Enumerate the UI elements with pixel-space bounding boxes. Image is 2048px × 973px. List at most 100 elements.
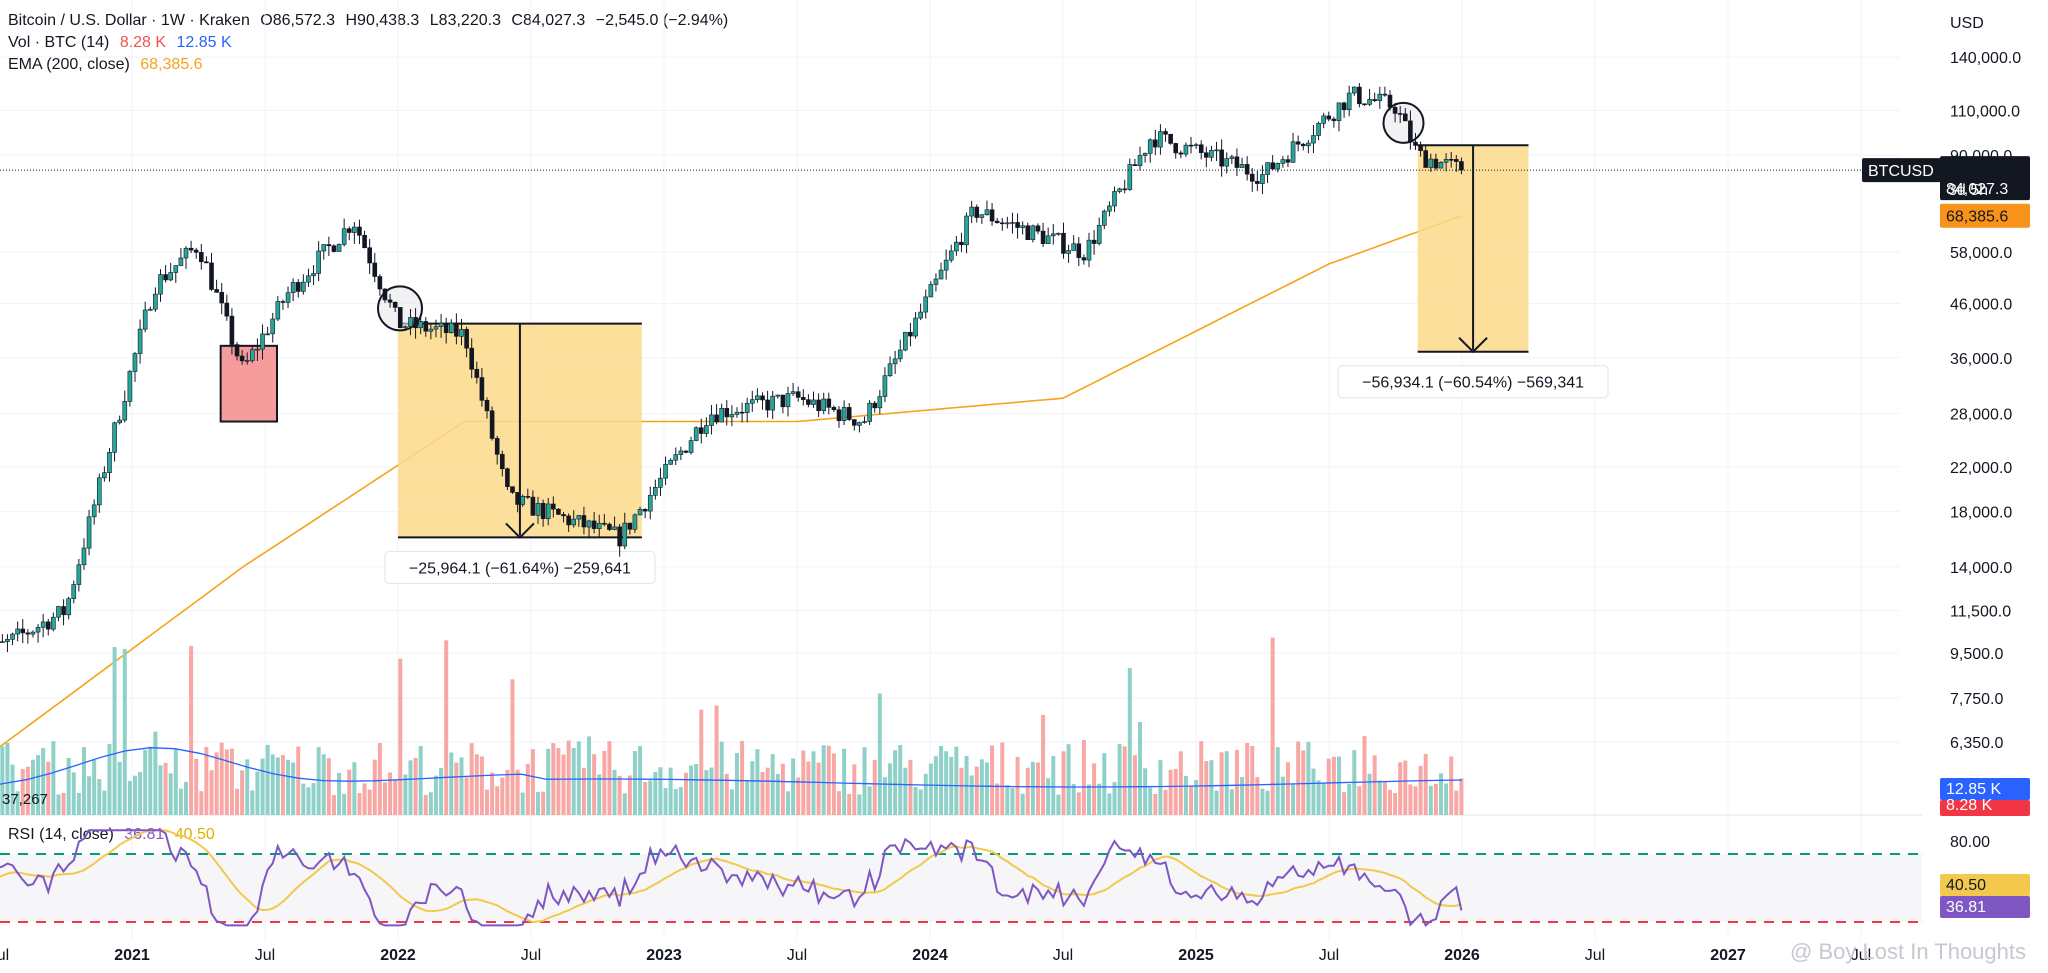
volume-bar [1199, 741, 1204, 815]
candle-body [173, 265, 179, 273]
candle-body [1096, 225, 1102, 244]
volume-bar [143, 749, 148, 815]
candle-body [1392, 106, 1398, 114]
candle-body [1132, 164, 1138, 167]
change-value: −2,545.0 (−2.94%) [595, 12, 729, 29]
candle-body [647, 495, 653, 512]
volume-bar [464, 777, 469, 815]
volume-bar [1418, 765, 1423, 815]
symbol-title[interactable]: Bitcoin / U.S. Dollar · 1W · Kraken [8, 12, 250, 29]
candle-body [535, 502, 541, 516]
volume-bar [184, 781, 189, 815]
rsi-tick-label: 80.00 [1950, 834, 1990, 851]
candle-body [377, 276, 383, 290]
volume-bar [81, 747, 86, 815]
candle-body [1408, 120, 1413, 143]
volume-bar [87, 776, 92, 815]
volume-bar [592, 754, 597, 815]
volume-bar [15, 791, 20, 815]
volume-bar [1076, 792, 1081, 815]
candle-body [1045, 235, 1051, 244]
candle-body [10, 633, 15, 640]
volume-bar [857, 794, 862, 815]
rsi-label[interactable]: RSI (14, close) [8, 826, 114, 843]
volume-bar [1209, 760, 1214, 815]
rsi-ma-tag-bg [1940, 874, 2030, 896]
time-tick-label: 2021 [114, 947, 150, 964]
volume-bar [888, 763, 893, 815]
ema-label[interactable]: EMA (200, close) [8, 56, 130, 73]
volume-bar [1255, 777, 1260, 815]
volume-bar [520, 792, 525, 815]
candle-body [163, 274, 168, 281]
volume-bar [66, 757, 71, 815]
volume-bar [1285, 762, 1290, 815]
volume-bar [439, 768, 444, 815]
candle-body [1285, 159, 1291, 163]
volume-bar [357, 793, 362, 815]
volume-bar [913, 787, 918, 815]
candle-body [357, 226, 362, 236]
candle-body [1244, 164, 1250, 175]
candle-body [443, 322, 449, 334]
candle-body [816, 399, 821, 412]
candle-body [81, 547, 87, 566]
volume-bar [939, 745, 944, 815]
volume-bar [1260, 788, 1265, 815]
volume-bar [1173, 768, 1178, 815]
candle-body [469, 347, 474, 370]
candle-body [775, 394, 781, 397]
time-tick-label: Jul [787, 947, 807, 964]
candle-body [474, 368, 480, 378]
volume-bar [893, 750, 898, 815]
volume-bar [1194, 779, 1199, 815]
candle-body [91, 504, 97, 518]
candle-body [954, 241, 959, 252]
candle-body [1010, 222, 1015, 224]
candle-body [1050, 233, 1056, 237]
candle-body [852, 419, 857, 426]
price-tick-label: 58,000.0 [1950, 245, 2012, 262]
volume-label[interactable]: Vol · BTC (14) [8, 34, 110, 51]
candle-body [642, 509, 648, 512]
candle-body [438, 322, 444, 327]
price-axis-bg [1922, 0, 2048, 973]
volume-bar [1056, 794, 1061, 815]
candle-body [969, 206, 974, 217]
candle-body [510, 486, 515, 493]
volume-bar [714, 705, 719, 815]
volume-bar [571, 747, 576, 815]
candle-body [663, 463, 668, 479]
candle-body [908, 331, 913, 337]
candle-body [260, 333, 265, 350]
volume-bar [908, 759, 913, 815]
candle-body [183, 247, 189, 259]
candle-body [556, 508, 561, 515]
candle-body [428, 328, 434, 332]
candle-body [1081, 257, 1087, 261]
candle-body [744, 402, 750, 413]
candle-body [494, 438, 500, 455]
time-tick-label: 2022 [380, 947, 416, 964]
volume-bar [1092, 763, 1097, 815]
volume-bar [1041, 714, 1046, 815]
candle-body [933, 278, 939, 285]
price-tick-label: 14,000.0 [1950, 560, 2012, 577]
volume-left-label: 37,267 [2, 791, 48, 808]
volume-bar [347, 769, 352, 815]
watermark: @ Boy Lost In Thoughts [1790, 939, 2026, 964]
candle-body [1387, 94, 1393, 108]
rsi-band [0, 854, 1922, 922]
measure-arrow-head [505, 522, 535, 539]
candle-body [158, 274, 163, 295]
candle-body [306, 275, 311, 283]
volume-bar [56, 794, 61, 815]
volume-bar [709, 767, 714, 815]
volume-bar [837, 791, 842, 815]
time-axis[interactable]: Jul 2021 Jul 2022 Jul 2023 Jul 2024 Jul 2025 Jul 20… [0, 947, 1871, 964]
candle-body [30, 631, 36, 635]
candle-body [20, 628, 26, 634]
price-axis[interactable]: USD140,000.0110,000.090,000.058,000.046,… [1922, 0, 2048, 973]
candle-body [683, 450, 689, 453]
